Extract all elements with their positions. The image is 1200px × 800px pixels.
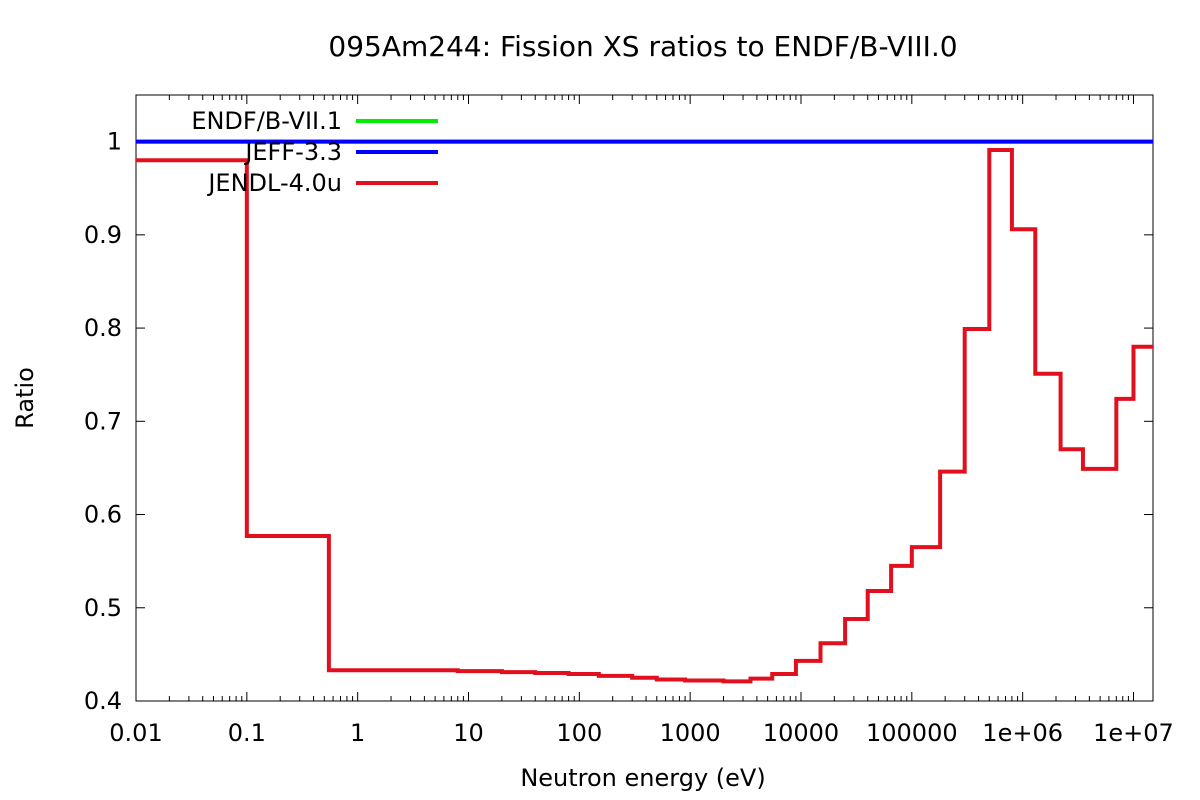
x-tick-label: 1	[350, 719, 365, 747]
series-line-2	[136, 148, 1153, 684]
x-tick-label: 0.1	[228, 719, 266, 747]
y-tick-label: 0.4	[84, 687, 122, 715]
legend-label: JENDL-4.0u	[206, 169, 342, 197]
y-tick-label: 1	[107, 128, 122, 156]
x-axis-label: Neutron energy (eV)	[520, 764, 765, 792]
y-tick-label: 0.6	[84, 501, 122, 529]
x-tick-label: 0.01	[109, 719, 162, 747]
x-tick-label: 10000	[763, 719, 839, 747]
axis-ticks: 0.4 0.5 0.6 0.7 0.8 0.9 1 0.01 0.1 1 10 100 1000 1000…	[84, 95, 1174, 747]
x-tick-label: 10	[453, 719, 484, 747]
y-tick-label: 0.9	[84, 221, 122, 249]
legend-label: ENDF/B-VII.1	[191, 107, 342, 135]
x-tick-label: 1e+07	[1093, 719, 1174, 747]
legend: ENDF/B-VII.1 JEFF-3.3 JENDL-4.0u	[191, 107, 438, 197]
x-tick-label: 1e+06	[982, 719, 1063, 747]
legend-label: JEFF-3.3	[243, 138, 342, 166]
x-tick-label: 1000	[660, 719, 721, 747]
x-tick-label: 100	[556, 719, 602, 747]
plot-area	[135, 94, 1154, 702]
y-axis-label: Ratio	[11, 367, 39, 429]
x-tick-label: 100000	[866, 719, 958, 747]
chart-title: 095Am244: Fission XS ratios to ENDF/B-VI…	[328, 30, 957, 63]
y-tick-label: 0.8	[84, 314, 122, 342]
y-tick-label: 0.7	[84, 407, 122, 435]
y-tick-label: 0.5	[84, 594, 122, 622]
series-group	[136, 139, 1153, 684]
